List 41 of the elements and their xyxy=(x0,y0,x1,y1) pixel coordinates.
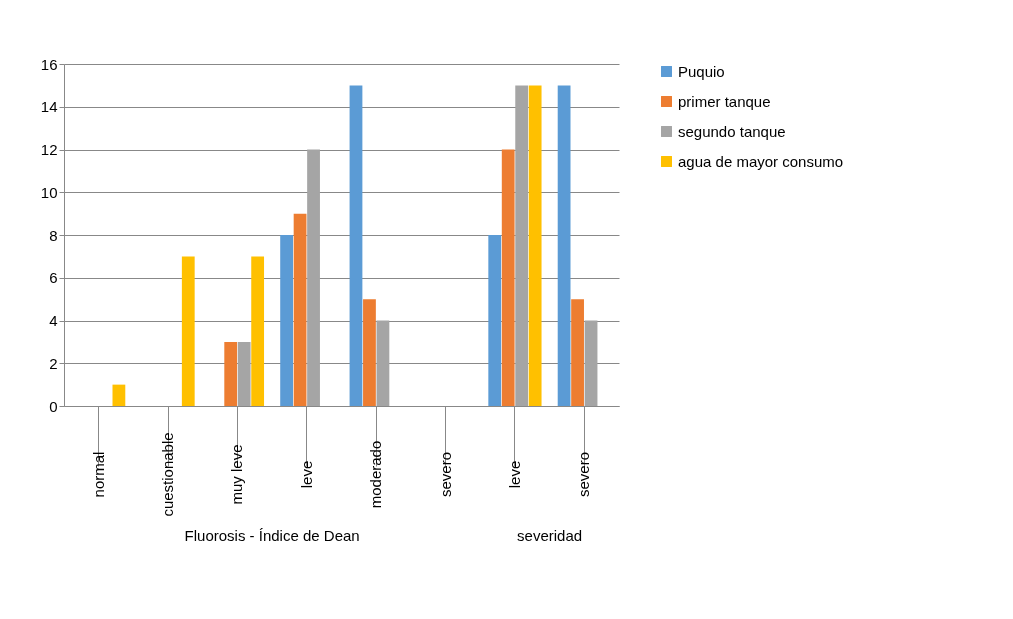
x-tick-label: muy leve xyxy=(228,444,246,505)
y-tick-label: 4 xyxy=(49,312,58,329)
bar xyxy=(557,85,571,406)
x-tick-label: leve xyxy=(505,460,523,489)
legend-label: agua de mayor consumo xyxy=(678,152,844,170)
x-tick-label: normal xyxy=(89,451,107,498)
x-tick-label: severo xyxy=(436,451,454,498)
bar xyxy=(224,341,238,406)
legend-label: primer tanque xyxy=(678,92,771,110)
text: severidad xyxy=(517,527,583,544)
y-tick-label: 10 xyxy=(40,183,58,201)
bar xyxy=(251,256,265,406)
bar xyxy=(571,299,584,406)
bar xyxy=(501,149,515,406)
bar xyxy=(349,85,363,406)
bar xyxy=(488,235,502,406)
y-tick-label: 14 xyxy=(40,98,58,116)
y-tick-label: 16 xyxy=(40,55,58,73)
bar xyxy=(584,320,598,406)
bar xyxy=(363,299,376,406)
bar xyxy=(293,213,307,406)
y-tick-label: 6 xyxy=(49,269,58,287)
bar xyxy=(181,256,195,406)
bar xyxy=(112,384,126,406)
y-tick-label: 2 xyxy=(49,354,58,372)
bar xyxy=(515,85,529,406)
y-tick-label: 12 xyxy=(40,141,58,158)
bar xyxy=(307,149,320,406)
x-tick-label: leve xyxy=(297,460,315,489)
bar xyxy=(376,320,390,406)
x-tick-label: cuestionable xyxy=(159,432,177,517)
y-tick-label: 8 xyxy=(49,226,58,244)
y-tick-label: 0 xyxy=(49,397,58,415)
bar xyxy=(528,85,542,406)
legend-label: segundo tanque xyxy=(678,122,786,140)
legend-label: Puquio xyxy=(678,62,725,80)
text: Fluorosis - Índice de Dean xyxy=(184,527,360,544)
bar xyxy=(280,235,293,406)
x-tick-label: severo xyxy=(575,451,593,498)
bar xyxy=(237,341,251,406)
x-tick-label: moderado xyxy=(367,440,385,509)
